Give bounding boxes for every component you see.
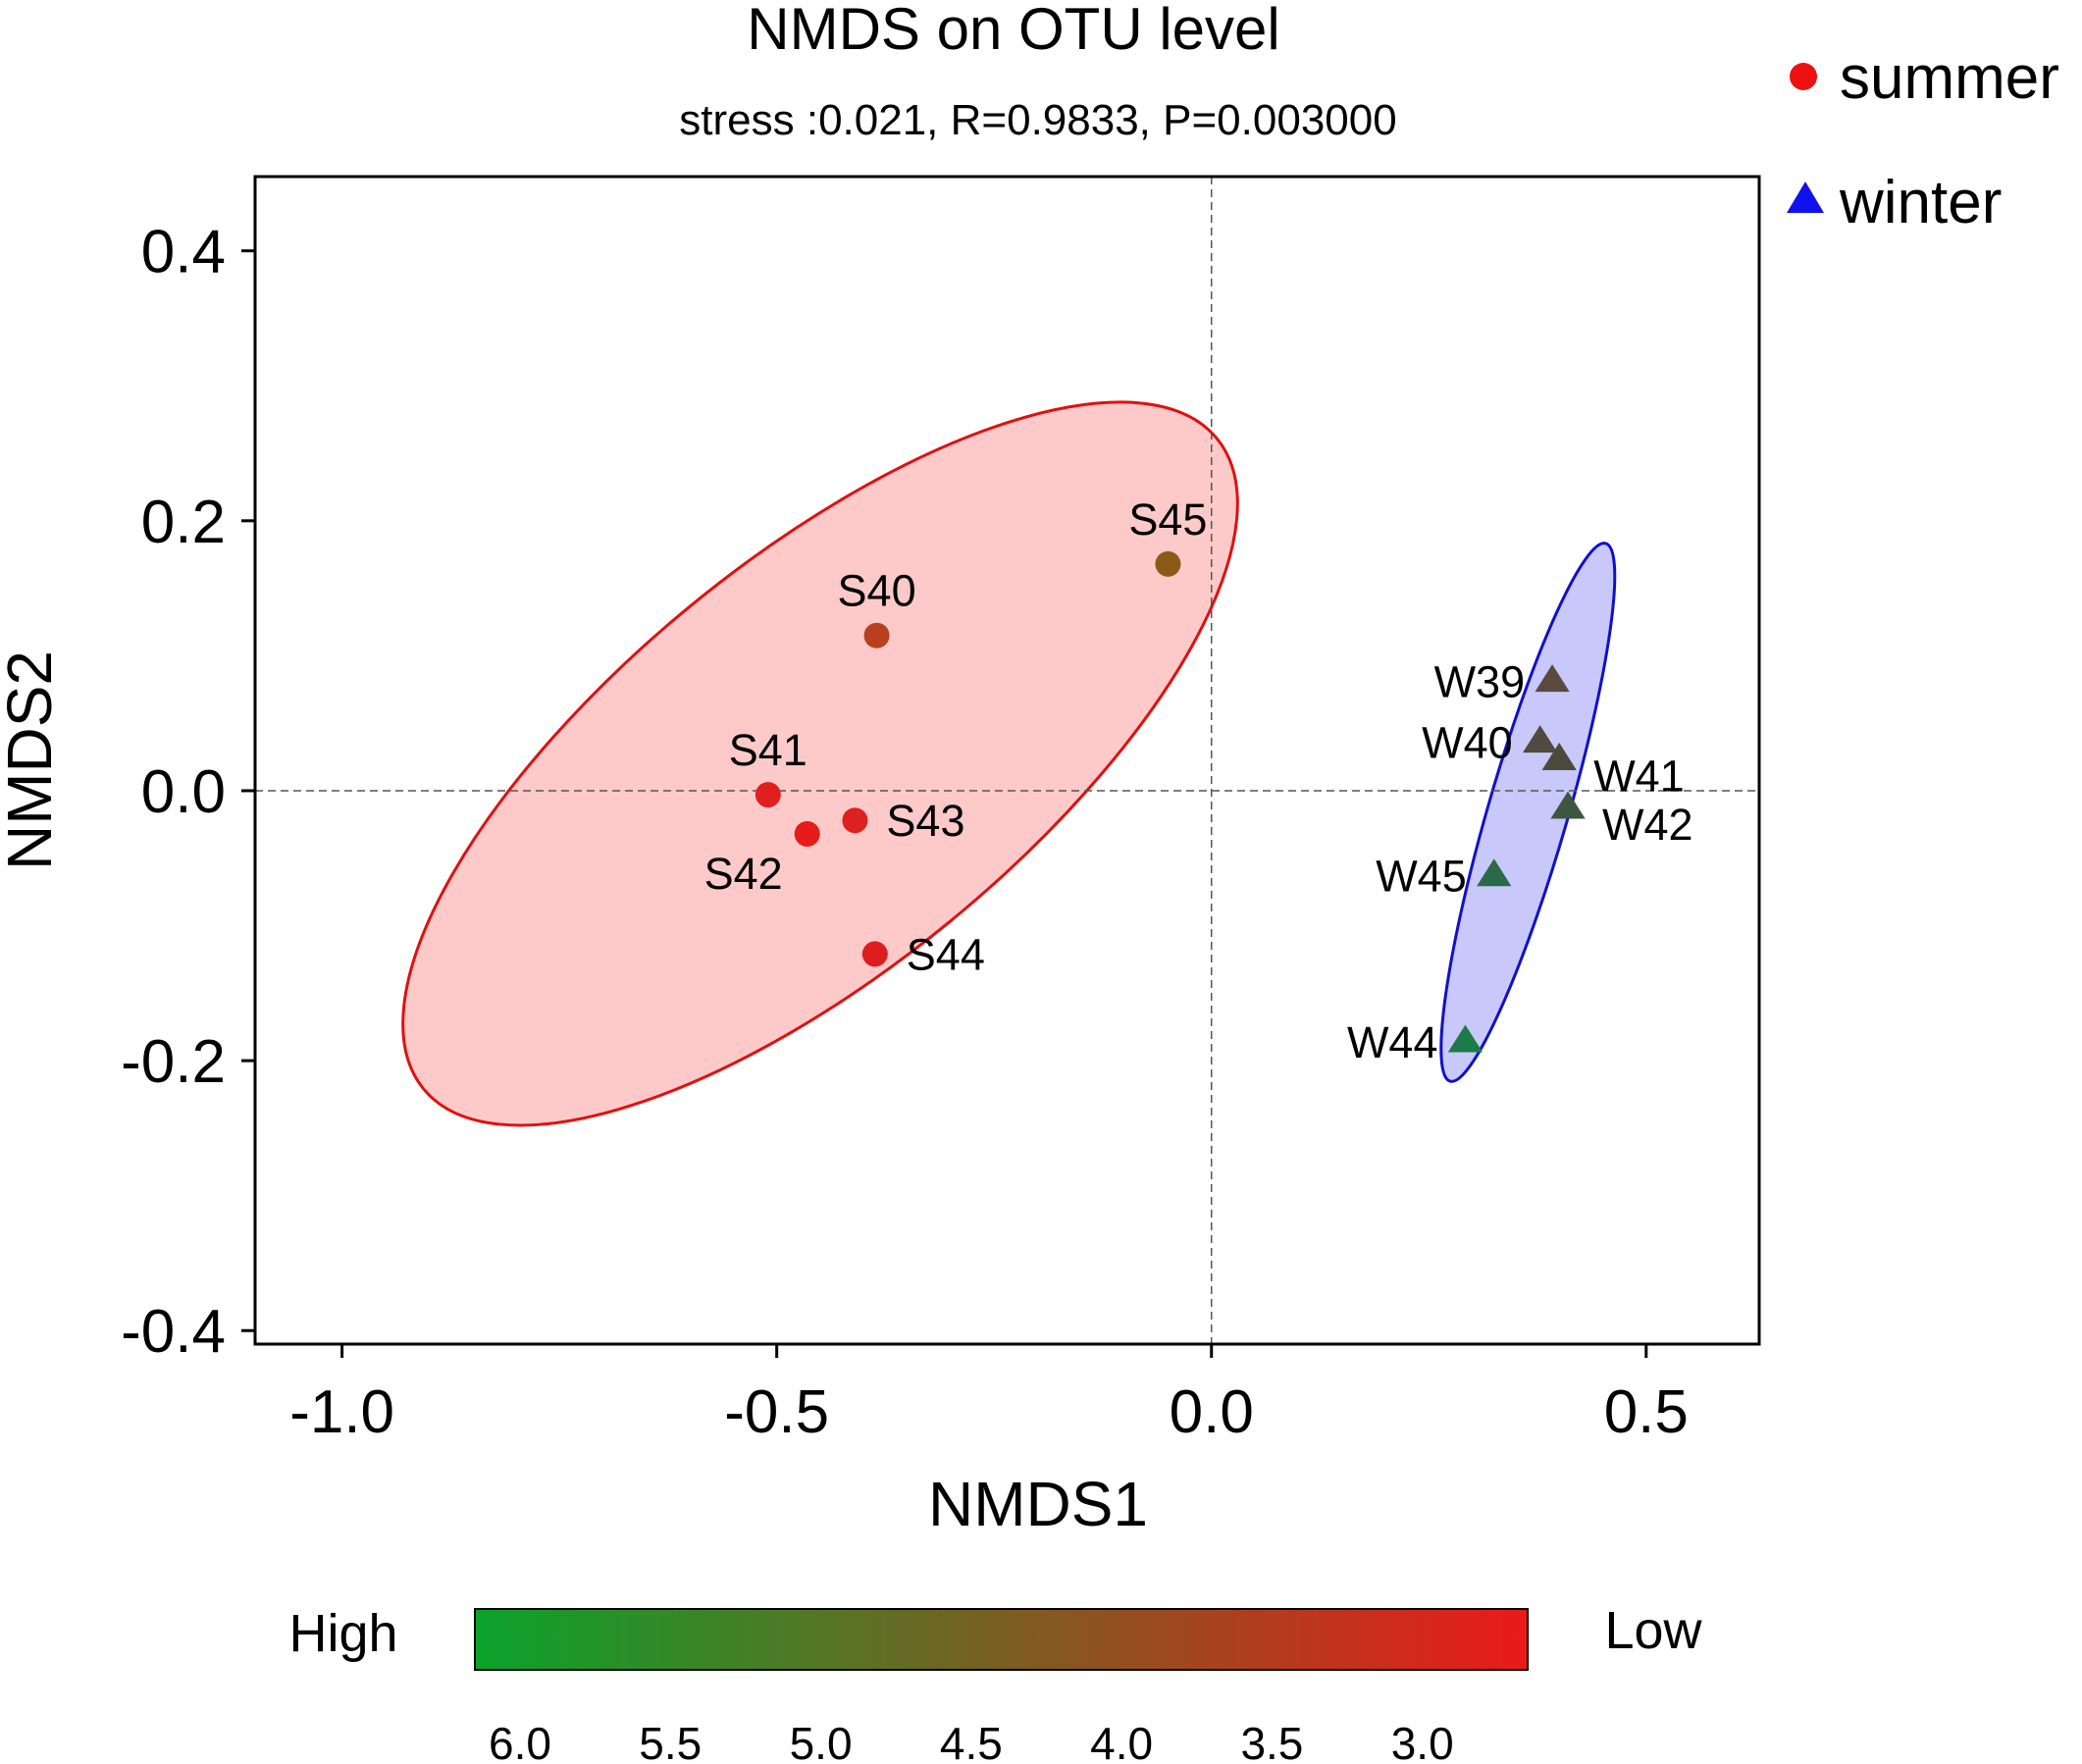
y-tick-label: 0.4 <box>141 219 226 286</box>
x-tick-label: -0.5 <box>724 1378 829 1446</box>
point-s40 <box>863 622 890 649</box>
x-tick-label: 0.0 <box>1170 1378 1254 1446</box>
y-tick-label: 0.2 <box>141 489 226 556</box>
point-w44 <box>1447 1024 1483 1053</box>
point-label-w40: W40 <box>1422 717 1513 767</box>
x-axis-title: NMDS1 <box>928 1469 1148 1539</box>
point-w42 <box>1550 791 1586 819</box>
point-w40 <box>1523 725 1558 753</box>
colorbar-tick-label: 4.5 <box>940 1718 1003 1764</box>
colorbar-tick-label: 3.5 <box>1240 1718 1303 1764</box>
point-label-s45: S45 <box>1128 494 1207 545</box>
colorbar <box>474 1608 1529 1671</box>
point-s42 <box>794 820 820 847</box>
legend-winter-marker <box>1787 182 1824 213</box>
colorbar-high-label: High <box>288 1604 397 1663</box>
point-label-w42: W42 <box>1602 800 1693 850</box>
x-axis: -1.0 -0.5 0.0 0.5 <box>289 1344 1689 1446</box>
point-w41 <box>1541 742 1577 770</box>
colorbar-tick-label: 5.0 <box>790 1718 853 1764</box>
point-label-s44: S44 <box>907 929 985 979</box>
y-tick-label: -0.2 <box>121 1028 226 1096</box>
confidence-ellipses <box>401 400 1617 1127</box>
point-label-w45: W45 <box>1376 852 1467 902</box>
point-label-w44: W44 <box>1347 1017 1438 1067</box>
point-s45 <box>1155 550 1181 577</box>
y-axis: -0.4 -0.2 0.0 0.2 0.4 <box>121 219 255 1366</box>
plot-frame <box>253 175 1761 1346</box>
reference-lines <box>255 177 1759 1344</box>
point-label-w39: W39 <box>1434 657 1526 707</box>
y-tick-label: -0.4 <box>121 1298 226 1366</box>
y-axis-title: NMDS2 <box>0 650 65 870</box>
chart-title: NMDS on OTU level <box>747 0 1279 62</box>
colorbar-ticks: 6.0 5.5 5.0 4.5 4.0 3.5 3.0 <box>489 1718 1454 1764</box>
colorbar-tick-label: 3.0 <box>1391 1718 1454 1764</box>
colorbar-tick-label: 6.0 <box>489 1718 551 1764</box>
colorbar-tick-label: 5.5 <box>639 1718 702 1764</box>
point-s44 <box>861 941 888 967</box>
chart-subtitle: stress :0.021, R=0.9833, P=0.003000 <box>679 96 1396 144</box>
point-label-w41: W41 <box>1593 751 1685 801</box>
point-label-s41: S41 <box>729 725 807 775</box>
x-tick-label: -1.0 <box>289 1378 394 1446</box>
legend-summer-marker <box>1790 63 1817 90</box>
colorbar-tick-label: 4.0 <box>1090 1718 1153 1764</box>
point-s43 <box>842 807 868 834</box>
point-w39 <box>1535 664 1570 693</box>
legend-summer-label: summer <box>1840 44 2059 112</box>
colorbar-low-label: Low <box>1604 1601 1702 1660</box>
legend-winter-label: winter <box>1839 169 2002 236</box>
y-tick-label: 0.0 <box>141 758 226 826</box>
winter-ellipse <box>1439 542 1617 1083</box>
point-label-s43: S43 <box>886 796 964 846</box>
point-label-s40: S40 <box>838 566 916 616</box>
summer-ellipse <box>401 400 1239 1127</box>
point-w45 <box>1477 858 1512 887</box>
point-s41 <box>755 782 781 808</box>
point-label-s42: S42 <box>704 849 783 899</box>
x-tick-label: 0.5 <box>1604 1378 1689 1446</box>
legend: summer winter <box>1787 44 2059 236</box>
